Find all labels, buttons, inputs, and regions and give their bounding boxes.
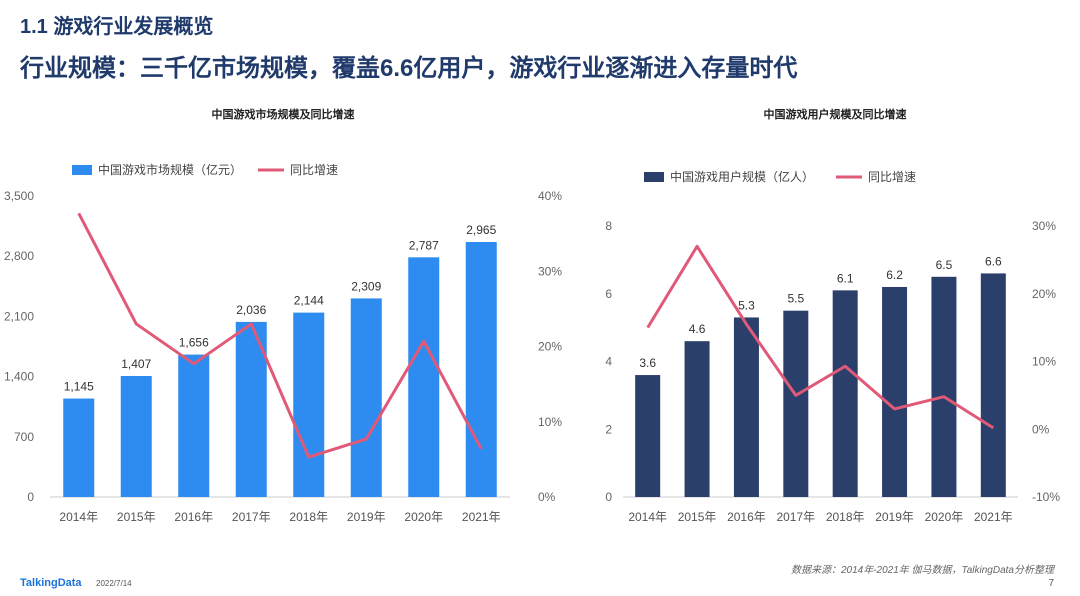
page-headline: 行业规模：三千亿市场规模，覆盖6.6亿用户，游戏行业逐渐进入存量时代 — [20, 55, 798, 82]
market-y2-tick: 40% — [538, 189, 562, 203]
user-legend-line-label: 同比增速 — [868, 170, 916, 184]
market-y-tick: 700 — [14, 430, 34, 444]
market-bar-label: 1,656 — [179, 336, 209, 350]
market-bar-label: 2,309 — [351, 279, 381, 293]
market-bar-label: 2,036 — [236, 303, 266, 317]
market-y2-tick: 20% — [538, 340, 562, 354]
market-category-label: 2016年 — [174, 510, 213, 524]
market-category-label: 2019年 — [347, 510, 386, 524]
market-y2-tick: 30% — [538, 264, 562, 278]
market-y-tick: 1,400 — [4, 370, 34, 384]
user-bar-label: 6.2 — [886, 268, 903, 282]
section-title: 1.1 游戏行业发展概览 — [20, 16, 214, 38]
user-growth-line — [646, 244, 995, 430]
user-category-label: 2019年 — [875, 510, 914, 524]
user-y2-tick: 10% — [1032, 355, 1056, 369]
user-bar — [684, 341, 710, 497]
talkingdata-logo: TalkingData — [20, 577, 82, 589]
user-bar-label: 3.6 — [639, 356, 656, 370]
user-y-tick: 0 — [605, 490, 612, 504]
user-bar — [882, 286, 908, 497]
market-bar — [63, 398, 95, 497]
user-bar — [832, 290, 858, 497]
market-category-label: 2020年 — [404, 510, 443, 524]
market-bar — [293, 312, 325, 497]
market-y-tick: 2,800 — [4, 249, 34, 263]
market-category-label: 2015年 — [117, 510, 156, 524]
market-bar — [178, 354, 210, 497]
user-y-tick: 4 — [605, 355, 612, 369]
market-category-label: 2017年 — [232, 510, 271, 524]
market-bar-label: 2,787 — [409, 238, 439, 252]
market-bar — [120, 375, 152, 497]
user-category-label: 2017年 — [776, 510, 815, 524]
user-y-tick: 8 — [605, 219, 612, 233]
user-category-label: 2016年 — [727, 510, 766, 524]
user-legend-bar-label: 中国游戏用户规模（亿人） — [670, 169, 814, 184]
user-bar — [980, 273, 1006, 497]
user-category-label: 2015年 — [678, 510, 717, 524]
market-bar-label: 2,965 — [466, 223, 496, 237]
market-category-label: 2021年 — [462, 510, 501, 524]
user-bar — [783, 310, 809, 497]
market-y2-tick: 0% — [538, 490, 556, 504]
market-bar-label: 1,407 — [121, 357, 151, 371]
market-legend-line-label: 同比增速 — [290, 163, 338, 177]
market-y-tick: 2,100 — [4, 309, 34, 323]
user-bar-label: 6.1 — [837, 271, 854, 285]
data-source-note: 数据来源：2014年-2021年 伽马数据，TalkingData分析整理 — [790, 565, 1054, 576]
user-category-label: 2018年 — [826, 510, 865, 524]
user-bar — [733, 317, 759, 497]
user-bar-label: 4.6 — [689, 322, 706, 336]
user-bar-label: 6.6 — [985, 254, 1002, 268]
user-y2-tick: 20% — [1032, 287, 1056, 301]
user-category-label: 2014年 — [628, 510, 667, 524]
market-y-tick: 3,500 — [4, 189, 34, 203]
user-y-tick: 2 — [605, 422, 612, 436]
market-growth-line — [77, 212, 483, 459]
market-category-label: 2018年 — [289, 510, 328, 524]
market-y-tick: 0 — [27, 490, 34, 504]
market-bar-label: 1,145 — [64, 380, 94, 394]
user-category-label: 2021年 — [974, 510, 1013, 524]
user-bar — [931, 276, 957, 497]
user-category-label: 2020年 — [925, 510, 964, 524]
market-bar — [350, 298, 382, 497]
user-y2-tick: 0% — [1032, 422, 1050, 436]
market-y2-tick: 10% — [538, 415, 562, 429]
page-number: 7 — [1048, 578, 1054, 589]
market-chart-title: 中国游戏市场规模及同比增速 — [211, 109, 355, 121]
market-bar — [465, 242, 497, 497]
user-y2-tick: 30% — [1032, 219, 1056, 233]
market-bar — [408, 257, 440, 497]
user-bar-label: 6.5 — [936, 258, 953, 272]
user-bar — [635, 375, 661, 497]
user-legend-bar-swatch — [644, 172, 664, 182]
user-y2-tick: -10% — [1032, 490, 1060, 504]
user-chart-title: 中国游戏用户规模及同比增速 — [763, 109, 907, 121]
user-bar-label: 5.5 — [787, 292, 804, 306]
market-category-label: 2014年 — [59, 510, 98, 524]
user-bar-label: 5.3 — [738, 298, 755, 312]
market-legend-bar-label: 中国游戏市场规模（亿元） — [98, 162, 242, 177]
report-date: 2022/7/14 — [96, 579, 132, 588]
market-bar-label: 2,144 — [294, 294, 324, 308]
market-legend-bar-swatch — [72, 165, 92, 175]
user-y-tick: 6 — [605, 287, 612, 301]
